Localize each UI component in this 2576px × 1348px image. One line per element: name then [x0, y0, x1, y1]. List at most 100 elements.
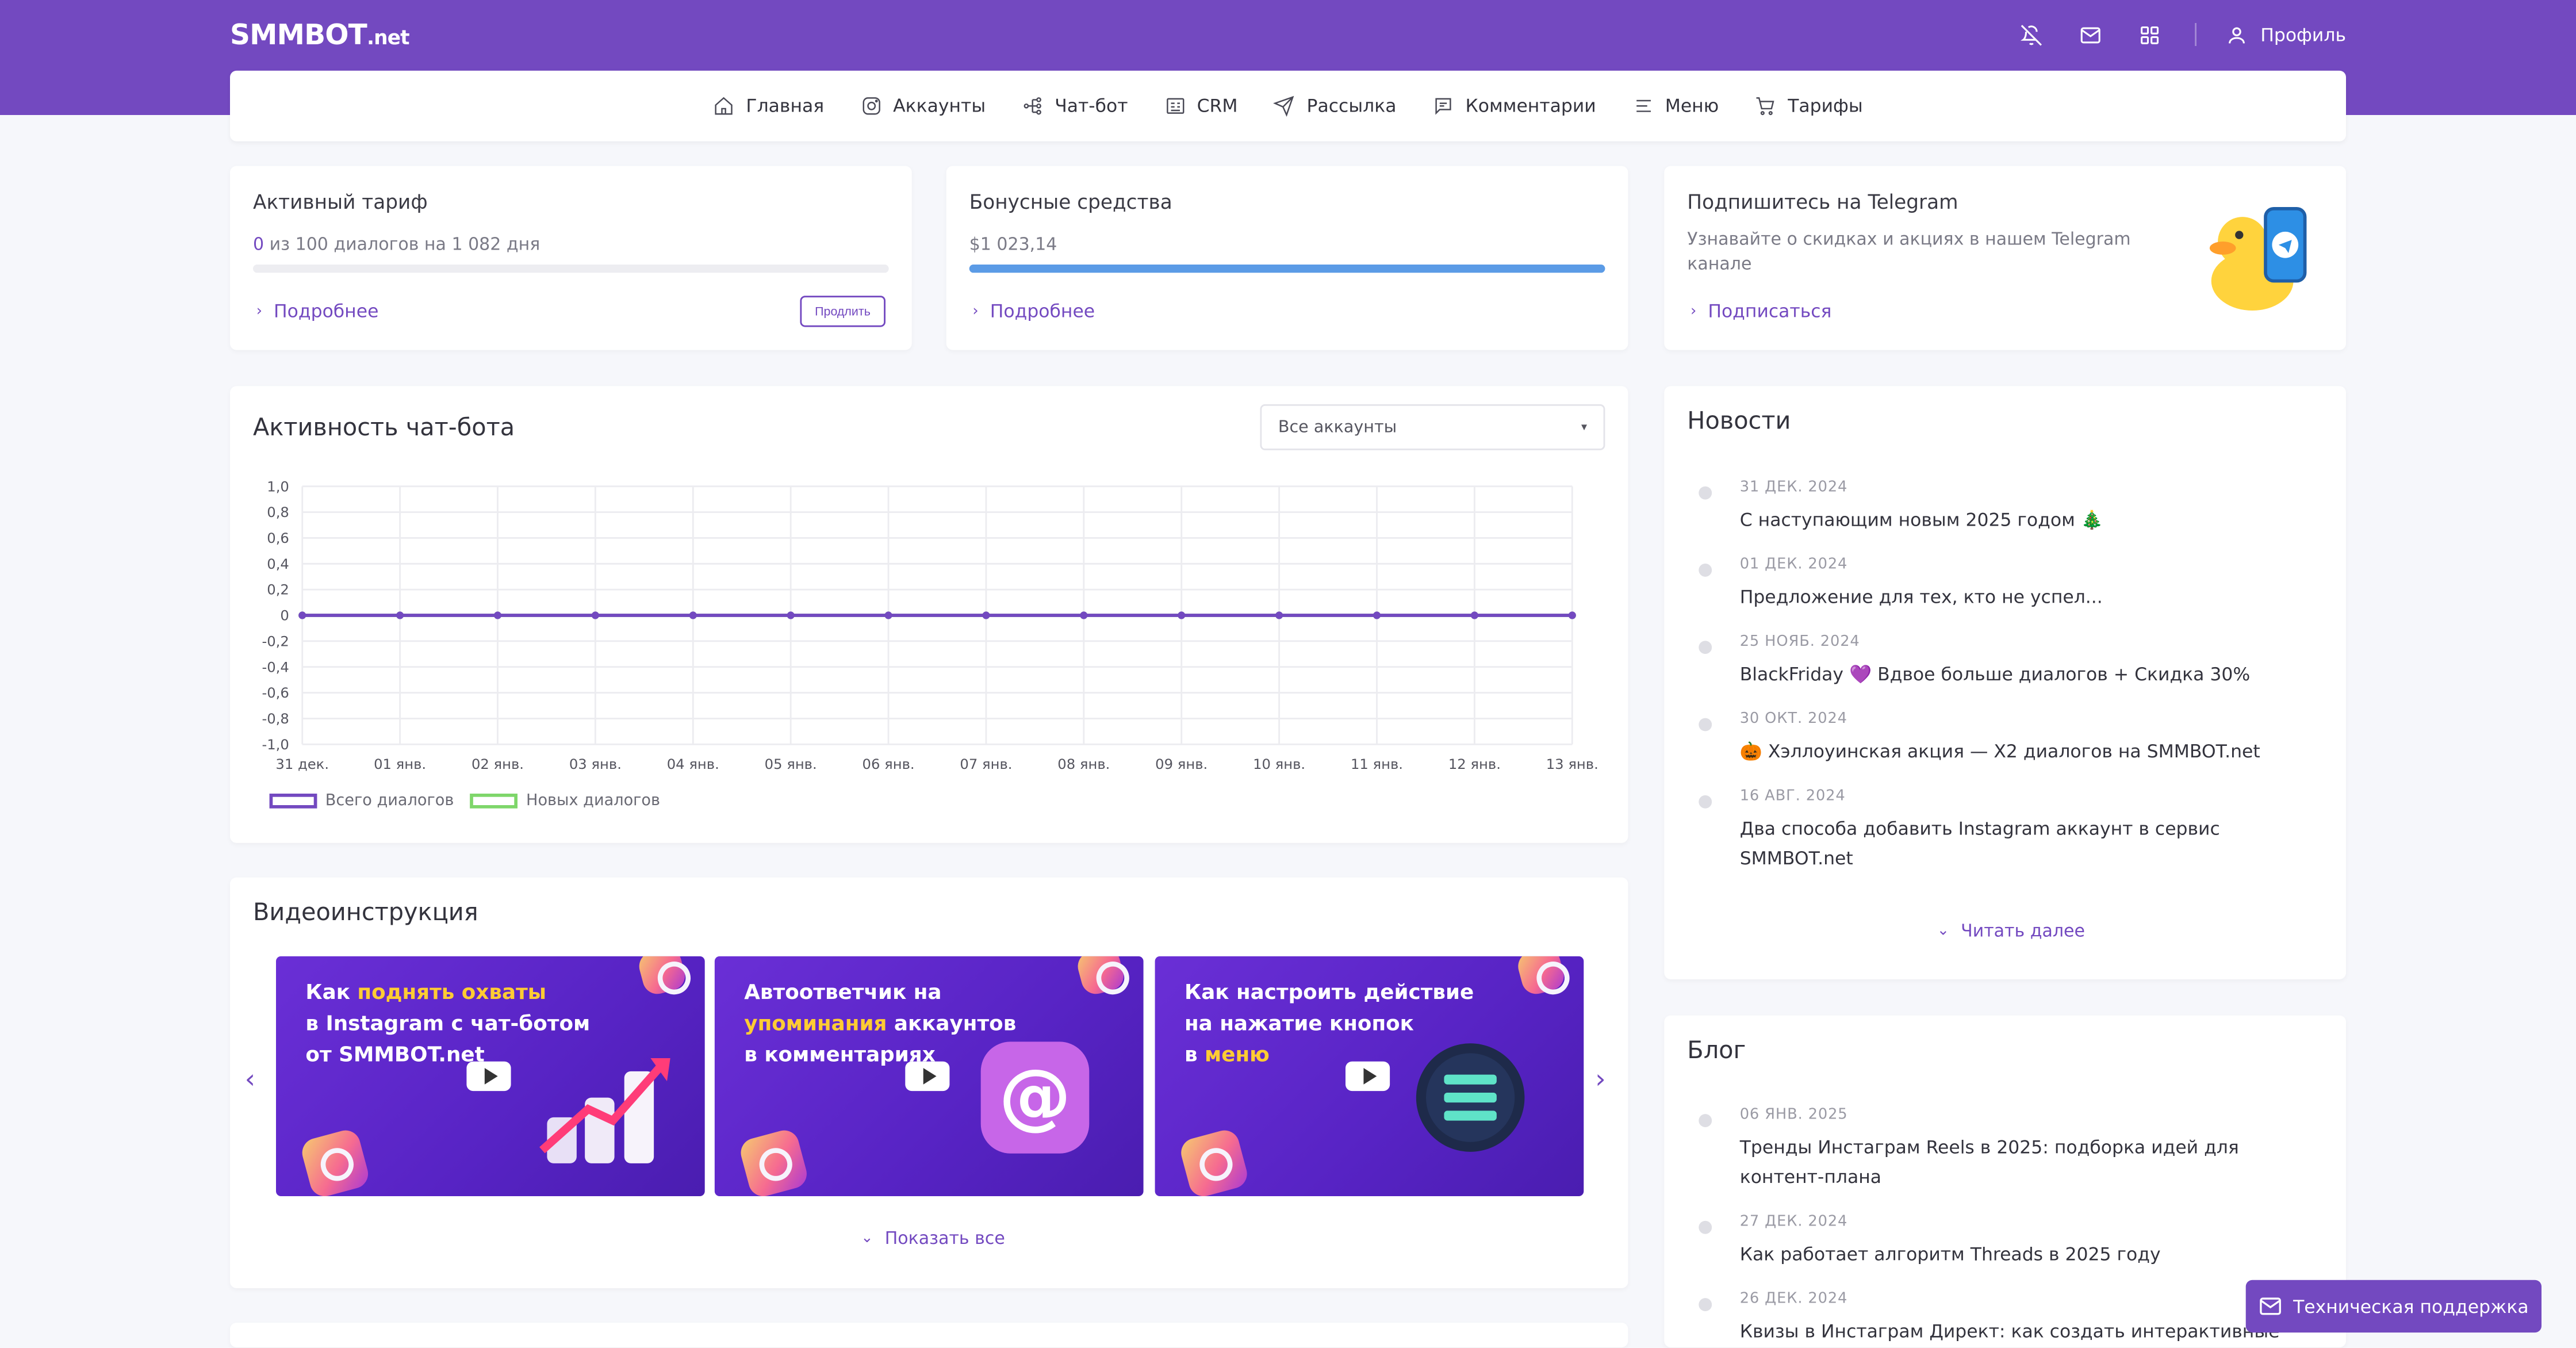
x-tick-label: 12 янв. [1448, 756, 1501, 772]
timeline-dot [1699, 718, 1712, 732]
nav-item-home[interactable]: Главная [713, 95, 824, 117]
video-thumb-2[interactable]: Автоответчик на упоминания аккаунтов в ком… [714, 956, 1144, 1196]
data-point [1080, 611, 1088, 619]
news-item[interactable]: 30 ОКТ. 2024 🎃 Хэллоуинская акция — X2 ди… [1687, 711, 2312, 767]
svg-text:@: @ [999, 1054, 1071, 1138]
profile-label: Профиль [2260, 24, 2346, 45]
nav-item-accounts[interactable]: Аккаунты [860, 95, 986, 117]
x-tick-label: 06 янв. [862, 756, 915, 772]
instagram-icon [1074, 956, 1127, 998]
profile-button[interactable]: Профиль [2226, 24, 2346, 45]
legend-item-new[interactable]: Новых диалогов [470, 792, 660, 810]
x-tick-label: 09 янв. [1155, 756, 1208, 772]
video-thumb-1[interactable]: Как поднять охваты в Instagram с чат-бото… [276, 956, 705, 1196]
blog-card: Блог 06 ЯНВ. 2025 Тренды Инстаграм Reels … [1664, 1015, 2346, 1347]
chevron-right-icon: › [972, 303, 979, 320]
x-tick-label: 07 янв. [960, 756, 1012, 772]
news-item[interactable]: 25 НОЯБ. 2024 BlackFriday 💜 Вдвое больше … [1687, 634, 2312, 690]
chevron-right-icon: › [1690, 303, 1697, 320]
show-all-link[interactable]: ⌄ Показать все [861, 1229, 1005, 1249]
tariff-details-link[interactable]: › Подробнее [256, 300, 379, 322]
bell-off-icon[interactable] [2017, 20, 2046, 49]
video-caption: Как настроить действие на нажатие кнопок в… [1184, 979, 1474, 1067]
mail-icon [2259, 1297, 2281, 1315]
home-icon [715, 97, 733, 115]
accounts-select[interactable]: Все аккаунты ▾ [1260, 404, 1605, 450]
video-caption: Автоответчик на упоминания аккаунтов в ком… [744, 979, 1017, 1067]
data-point [982, 611, 990, 619]
news-item[interactable]: 01 ДЕК. 2024 Предложение для тех, кто не … [1687, 557, 2312, 613]
at-sign-icon: @ [980, 1041, 1090, 1154]
x-tick-label: 08 янв. [1057, 756, 1110, 772]
support-button[interactable]: Техническая поддержка [2245, 1280, 2542, 1333]
read-more-link[interactable]: ⌄ Читать далее [1937, 921, 2085, 942]
bonus-title: Бонусные средства [969, 190, 1172, 214]
video-caption: Как поднять охваты в Instagram с чат-бото… [305, 979, 591, 1067]
video-thumb-3[interactable]: Как настроить действие на нажатие кнопок в… [1155, 956, 1584, 1196]
legend-swatch [470, 794, 518, 809]
telegram-desc: Узнавайте о скидках и акциях в нашем Tel… [1687, 230, 2131, 275]
y-tick-label: -0,8 [262, 710, 289, 727]
blog-item[interactable]: 06 ЯНВ. 2025 Тренды Инстаграм Reels в 202… [1687, 1108, 2312, 1193]
bonus-progress [969, 265, 1605, 273]
y-tick-label: -0,2 [262, 633, 289, 649]
telegram-card: Подпишитесь на Telegram Узнавайте о скид… [1664, 166, 2346, 350]
bonus-details-link[interactable]: › Подробнее [972, 300, 1095, 322]
data-point [396, 611, 404, 619]
tariff-title: Активный тариф [253, 190, 428, 214]
data-point [591, 611, 599, 619]
x-tick-label: 10 янв. [1253, 756, 1305, 772]
blog-item[interactable]: 26 ДЕК. 2024 Квизы в Инстаграм Директ: ка… [1687, 1292, 2312, 1347]
logo[interactable]: SMMBOT.net [230, 20, 410, 53]
growth-chart-icon [539, 1058, 670, 1163]
y-tick-label: 1,0 [267, 478, 289, 495]
nav-item-crm[interactable]: CRM [1164, 95, 1238, 117]
extend-button[interactable]: Продлить [800, 296, 885, 327]
data-point [298, 611, 306, 619]
news-list: 31 ДЕК. 2024 С наступающим новым 2025 год… [1687, 480, 2312, 895]
chevron-down-icon: ⌄ [1937, 923, 1950, 940]
news-item[interactable]: 16 АВГ. 2024 Два способа добавить Instagr… [1687, 788, 2312, 874]
menu-button-icon [1416, 1043, 1525, 1152]
nav-item-chatbot[interactable]: Чат-бот [1022, 95, 1128, 117]
instagram-icon [862, 97, 880, 115]
x-tick-label: 05 янв. [765, 756, 817, 772]
play-icon[interactable] [905, 1061, 950, 1092]
instagram-icon [737, 1127, 810, 1196]
data-point [1178, 611, 1186, 619]
send-icon [1274, 95, 1295, 117]
nav-item-comments[interactable]: Комментарии [1432, 95, 1596, 117]
x-tick-label: 01 янв. [374, 756, 426, 772]
play-icon[interactable] [466, 1061, 511, 1092]
data-point [884, 611, 892, 619]
y-tick-label: 0,8 [267, 504, 289, 520]
chart-legend: Всего диалогов Новых диалогов [269, 792, 661, 810]
legend-item-total[interactable]: Всего диалогов [269, 792, 454, 810]
news-card: Новости 31 ДЕК. 2024 С наступающим новым … [1664, 386, 2346, 979]
data-point [1470, 611, 1478, 619]
user-icon [2228, 26, 2245, 43]
chevron-down-icon: ▾ [1581, 420, 1587, 434]
data-point [787, 611, 795, 619]
instagram-icon [1515, 956, 1567, 998]
telegram-subscribe-link[interactable]: › Подписаться [1690, 300, 1832, 322]
blog-title: Блог [1687, 1038, 1746, 1065]
nav-item-mailing[interactable]: Рассылка [1274, 95, 1396, 117]
comment-icon [1435, 98, 1451, 115]
nav-item-menu[interactable]: Меню [1632, 95, 1719, 117]
news-title: Новости [1687, 409, 1791, 436]
nav-item-tariffs[interactable]: Тарифы [1755, 95, 1863, 117]
carousel-prev-icon[interactable]: ‹ [244, 1063, 256, 1094]
telegram-title: Подпишитесь на Telegram [1687, 190, 1958, 214]
play-icon[interactable] [1346, 1061, 1390, 1092]
grid-icon[interactable] [2136, 20, 2165, 49]
blog-item[interactable]: 27 ДЕК. 2024 Как работает алгоритм Thread… [1687, 1214, 2312, 1270]
carousel-next-icon[interactable]: › [1595, 1063, 1606, 1094]
mail-icon[interactable] [2076, 20, 2106, 49]
data-point [1373, 611, 1381, 619]
tariff-usage: 0 из 100 диалогов на 1 082 дня [253, 235, 540, 255]
video-title: Видеоинструкция [253, 900, 478, 927]
instagram-icon [298, 1127, 371, 1196]
data-point [1568, 611, 1576, 619]
news-item[interactable]: 31 ДЕК. 2024 С наступающим новым 2025 год… [1687, 480, 2312, 535]
